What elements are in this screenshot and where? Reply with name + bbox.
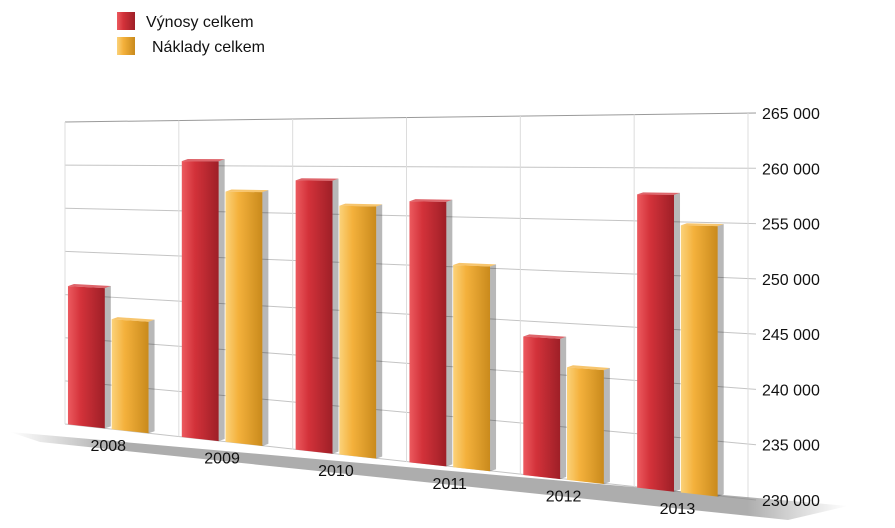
bar-face [339,205,377,459]
floor-shadow [10,432,848,520]
bar-side [376,204,383,459]
bar [567,365,610,484]
bar-top [67,284,111,289]
x-tick-label: 2011 [433,476,468,493]
legend-label: Náklady celkem [152,39,265,56]
bar-side [490,264,497,472]
bar-face [295,180,333,454]
gridline [64,164,757,169]
bar [453,262,497,472]
x-tick-label: 2008 [90,438,126,455]
bar-side [262,190,269,446]
bar-top [680,223,724,227]
bar-top [111,317,155,322]
bar [295,178,339,454]
bar-face [409,201,447,467]
bar [181,159,225,442]
y-tick-label: 240 000 [762,382,820,399]
bar-face [111,319,149,434]
bar-face [225,191,263,446]
bar-top [339,203,383,207]
bar-side [717,224,724,497]
legend-swatch [117,37,135,55]
x-tick-label: 2009 [204,450,240,467]
bar [111,317,155,434]
bar [339,203,383,459]
legend-label: Výnosy celkem [146,14,254,31]
bar-side [148,319,155,434]
bar [67,284,111,429]
bar-side [674,192,681,492]
y-tick-label: 255 000 [762,217,820,234]
bar-face [637,194,675,492]
bar-face [680,225,718,497]
bar-top [225,189,269,193]
y-tick-label: 230 000 [762,493,820,510]
y-tick-label: 245 000 [762,327,820,344]
bar-side [218,159,225,442]
bar-top [181,159,225,162]
bar-top [409,199,453,202]
gridline [64,112,757,123]
bar-side [560,336,567,480]
bar [637,192,681,492]
bar-side [104,286,111,429]
x-tick-label: 2012 [546,488,582,505]
x-tick-label: 2010 [318,463,354,480]
bar-top [567,365,610,371]
y-tick-label: 260 000 [762,161,820,178]
bar-face [523,336,561,480]
bar-face [67,286,105,429]
legend-swatch [117,12,135,30]
bar-side [332,178,339,454]
y-axis: 230 000 235 000 240 000 245 000 250 000 255 0… [762,106,820,510]
x-axis: 2008 2009 2010 2011 2012 2013 [90,438,695,518]
bar [523,334,567,480]
bar-face [181,161,219,442]
bars [67,159,724,497]
bar-face [567,367,604,484]
bar [409,199,453,467]
bar-top [523,334,567,339]
bar [225,189,269,446]
y-tick-label: 250 000 [762,272,820,289]
bar-top [453,262,497,267]
bar-top [637,192,681,195]
x-tick-label: 2013 [660,501,696,518]
bar-side [446,199,453,467]
y-tick-label: 265 000 [762,106,820,123]
bar-top [295,178,339,181]
bar-face [453,265,491,472]
bar [680,223,724,497]
bar-side [603,367,610,484]
legend: Výnosy celkem Náklady celkem [117,12,265,56]
y-tick-label: 235 000 [762,438,820,455]
